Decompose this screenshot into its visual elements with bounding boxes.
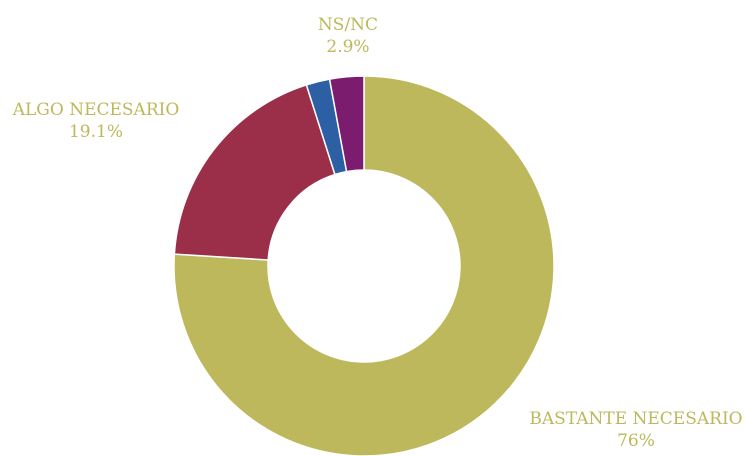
data-label-ns-nc-category: NS/NC (317, 15, 379, 35)
data-label-algo-necesario-category: ALGO NECESARIO (12, 100, 180, 120)
slice-ns-nc (328, 75, 365, 173)
slice-algo-necesario (173, 83, 336, 261)
data-label-bastante-necesario-value: 76% (617, 431, 655, 451)
data-label-bastante-necesario: BASTANTE NECESARIO 76% (526, 408, 746, 452)
data-label-ns-nc-value: 2.9% (326, 37, 370, 57)
slice-bastante-necesario (173, 75, 555, 456)
data-label-algo-necesario: ALGO NECESARIO 19.1% (4, 99, 188, 143)
data-label-algo-necesario-value: 19.1% (68, 122, 123, 142)
data-label-ns-nc: NS/NC 2.9% (300, 14, 396, 58)
data-label-bastante-necesario-category: BASTANTE NECESARIO (529, 409, 743, 429)
